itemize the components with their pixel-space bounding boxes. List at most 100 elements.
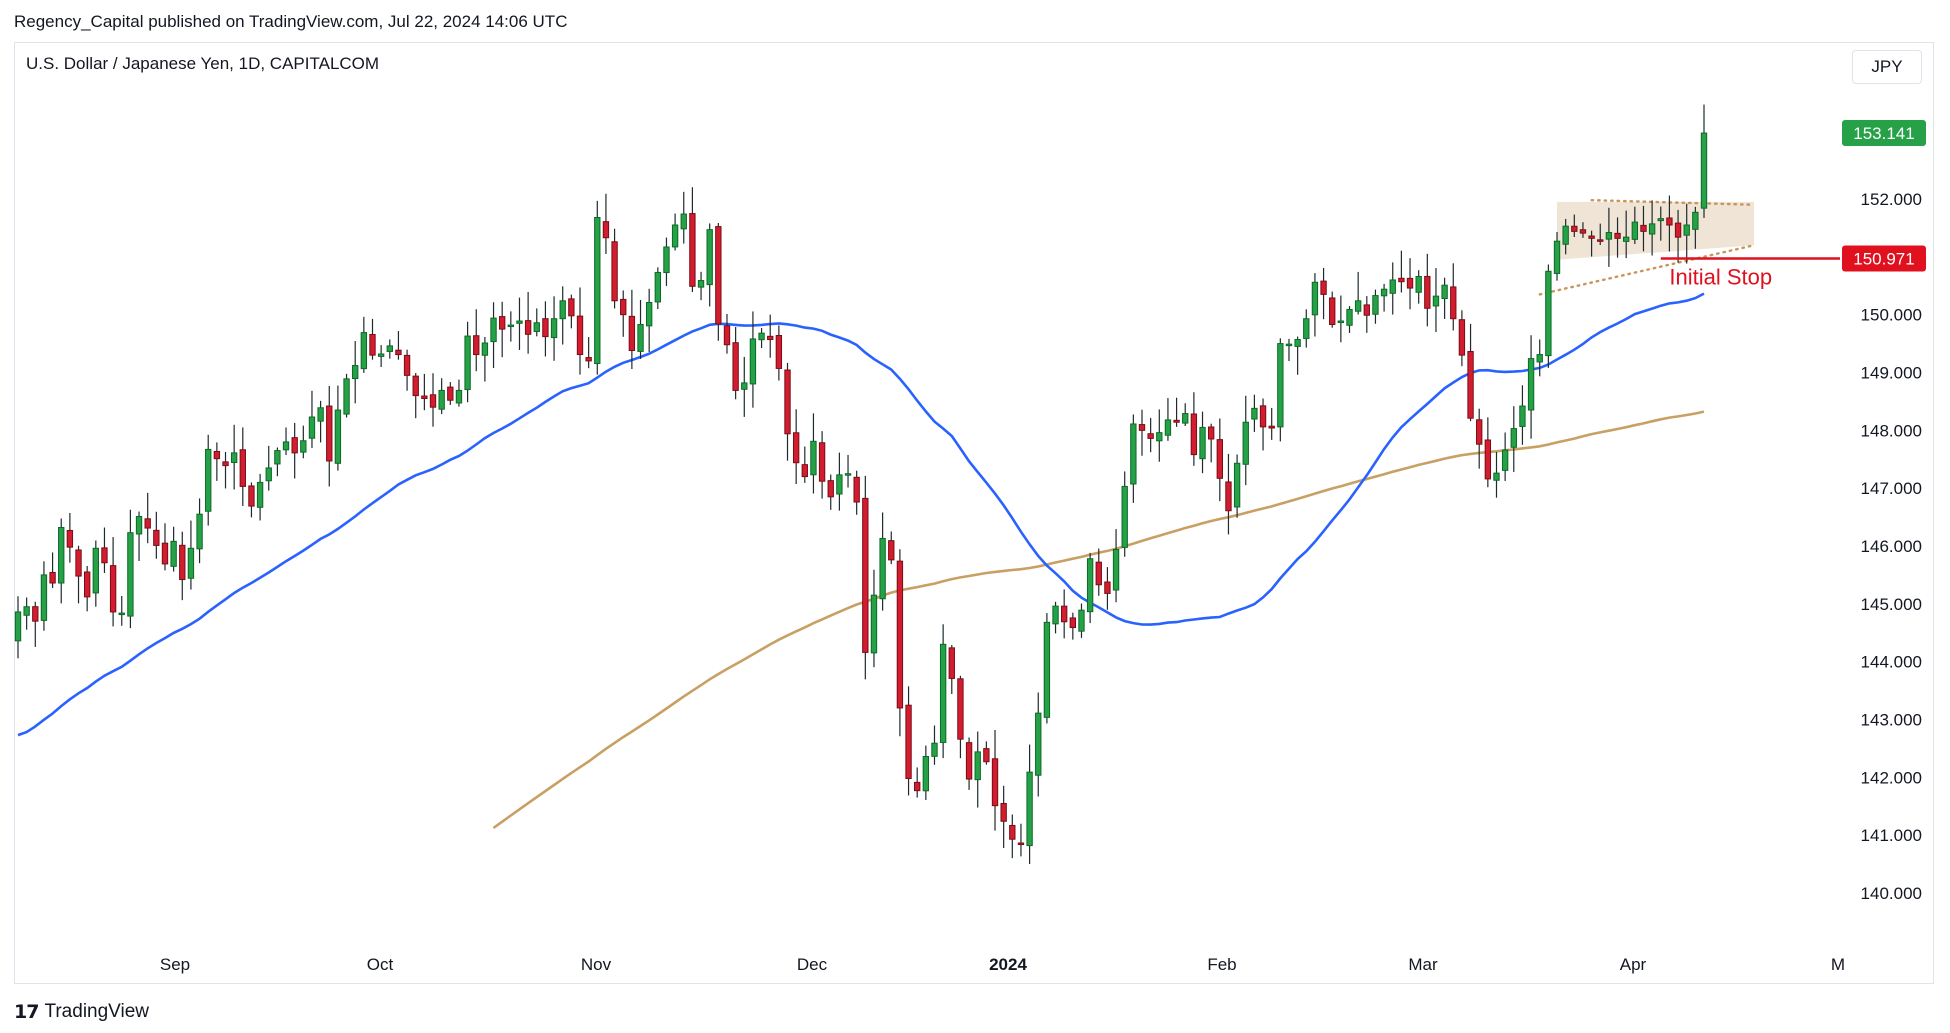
candle xyxy=(205,434,212,526)
candle-body xyxy=(1648,223,1656,235)
candle xyxy=(663,237,670,286)
candle xyxy=(161,523,169,571)
candle-body xyxy=(1164,419,1172,436)
candle xyxy=(447,382,454,405)
candle xyxy=(1597,223,1604,245)
x-tick-label: Apr xyxy=(1620,955,1647,974)
candle xyxy=(196,498,203,564)
candle xyxy=(300,425,307,459)
candle-body xyxy=(1078,609,1085,632)
candle-body xyxy=(1380,288,1388,297)
candle xyxy=(628,289,636,370)
candle-body xyxy=(291,437,298,454)
candle-body xyxy=(1450,286,1457,320)
candle-body xyxy=(1009,824,1016,840)
candle-body xyxy=(369,333,376,356)
candle xyxy=(144,492,151,544)
candle-body xyxy=(92,547,99,594)
x-tick-label: Feb xyxy=(1207,955,1236,974)
candle-body xyxy=(1406,277,1414,289)
candle-body xyxy=(888,540,895,561)
candle xyxy=(14,596,22,659)
candle xyxy=(1380,283,1388,312)
candle-body xyxy=(1069,617,1077,629)
candle-body xyxy=(810,440,817,476)
candle-body xyxy=(862,497,869,653)
candle xyxy=(957,675,964,759)
candle-body xyxy=(974,751,981,781)
candle-body xyxy=(1692,211,1699,230)
candle-body xyxy=(1242,421,1249,465)
candle-body xyxy=(611,241,618,302)
y-tick-label: 144.000 xyxy=(1861,653,1922,672)
candle-body xyxy=(1207,426,1215,440)
candle-body xyxy=(49,571,56,584)
candle-body xyxy=(1579,229,1587,234)
stop-price-bg xyxy=(1842,245,1926,272)
candle xyxy=(377,345,385,367)
candle-body xyxy=(473,335,480,356)
candle xyxy=(1017,823,1025,857)
candle-body xyxy=(438,389,445,410)
candle-body xyxy=(1035,712,1042,776)
candle-body xyxy=(957,678,964,740)
ma-slow-layer xyxy=(492,410,1705,829)
candle-body xyxy=(818,442,826,482)
candle-body xyxy=(1553,240,1561,274)
y-tick-label: 148.000 xyxy=(1861,421,1922,440)
candle-body xyxy=(1476,419,1483,445)
candle xyxy=(1199,411,1206,474)
candle-body xyxy=(1259,405,1267,428)
candle xyxy=(594,200,601,375)
candle-body xyxy=(1337,320,1345,324)
candle xyxy=(291,422,298,479)
candle xyxy=(611,228,618,309)
candle-body xyxy=(1121,485,1128,548)
tradingview-logo-icon[interactable]: 𝟭𝟳 xyxy=(14,1001,39,1023)
candle-body xyxy=(248,485,255,507)
symbol-title[interactable]: U.S. Dollar / Japanese Yen, 1D, CAPITALC… xyxy=(26,54,380,73)
candle-body xyxy=(109,565,117,613)
time-axis[interactable]: Sep Oct Nov Dec 2024 Feb Mar Apr M xyxy=(160,955,1845,974)
candle xyxy=(386,339,393,359)
candle xyxy=(905,686,912,796)
candle xyxy=(473,309,480,372)
candle xyxy=(1242,395,1249,486)
candle xyxy=(1182,403,1189,427)
candle xyxy=(896,549,904,737)
candle xyxy=(1458,310,1466,367)
candle xyxy=(1450,263,1457,331)
candle-body xyxy=(1173,419,1180,423)
currency-button[interactable]: JPY xyxy=(1852,50,1922,84)
price-axis[interactable]: 140.000 141.000 142.000 143.000 144.000 145.0… xyxy=(1842,120,1926,903)
candle-body xyxy=(559,300,566,320)
candle-body xyxy=(991,758,999,807)
candle-body xyxy=(1061,605,1068,623)
candle-body xyxy=(421,395,428,400)
candle xyxy=(862,475,869,680)
candle xyxy=(1657,206,1664,241)
candle xyxy=(792,409,800,485)
candle-body xyxy=(230,452,238,463)
candle xyxy=(1173,397,1180,427)
candle xyxy=(1225,453,1232,535)
candle-body xyxy=(914,781,921,792)
candle xyxy=(836,452,843,511)
candle xyxy=(499,301,506,358)
candle-body xyxy=(179,544,186,581)
candle-body xyxy=(1597,239,1604,242)
candle-body xyxy=(205,448,212,512)
candle xyxy=(256,473,264,521)
candle-body xyxy=(447,386,454,401)
candle xyxy=(602,193,610,255)
tradingview-brand[interactable]: TradingView xyxy=(44,1001,150,1022)
candle xyxy=(1268,407,1275,440)
candle xyxy=(1095,548,1102,596)
candle xyxy=(1432,268,1440,333)
candle-body xyxy=(334,409,342,464)
candle-body xyxy=(1519,405,1526,427)
candle-body xyxy=(1017,842,1025,846)
candle-body xyxy=(965,742,973,780)
candle-body xyxy=(1225,481,1232,512)
